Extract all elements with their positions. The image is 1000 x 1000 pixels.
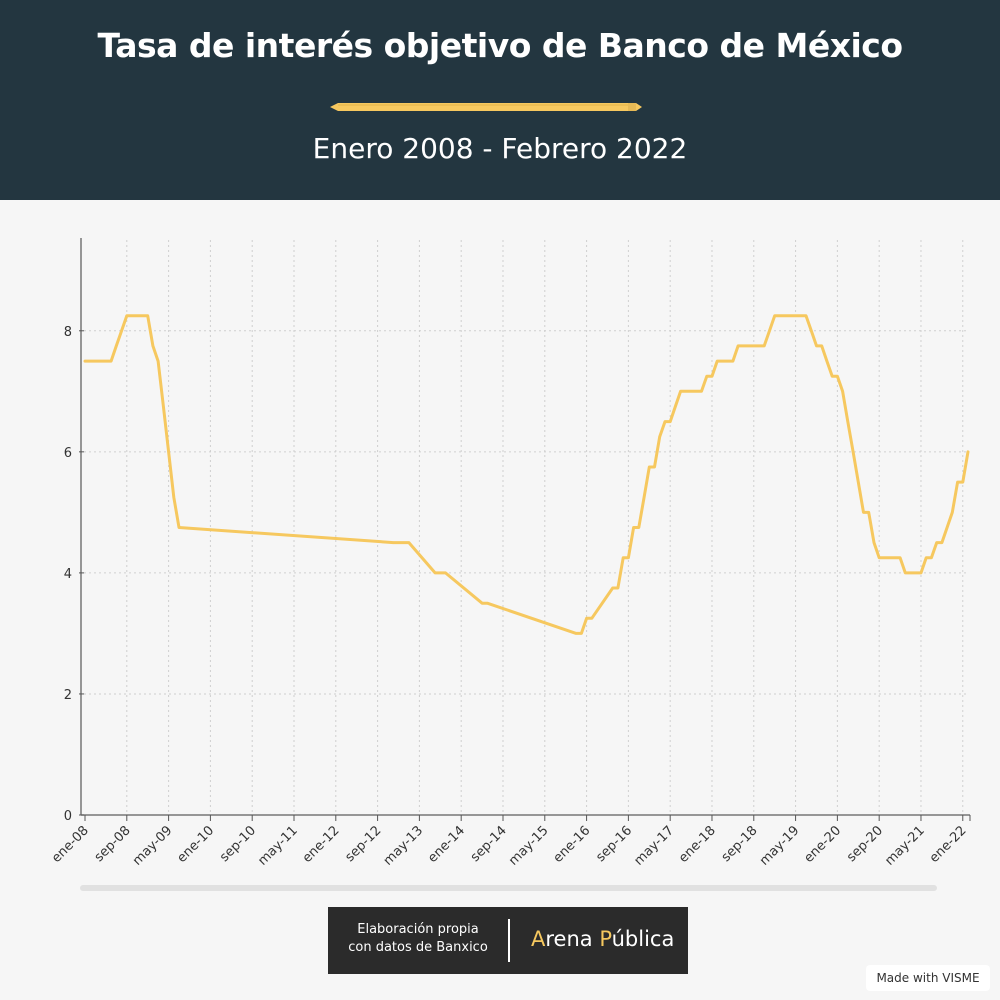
- brand-letter-a: A: [531, 927, 546, 951]
- brand-text-1: rena: [545, 927, 600, 951]
- brand-logo: Arena Pública: [531, 927, 674, 951]
- x-tick-label: ene-18: [676, 823, 719, 866]
- series-line: [83, 314, 970, 635]
- chart-scrollbar[interactable]: [80, 885, 937, 891]
- credit-text: Elaboración propia con datos de Banxico: [328, 921, 508, 957]
- grid-lines: [84, 240, 968, 815]
- x-tick-label: may-15: [506, 823, 551, 868]
- series-group: [83, 314, 970, 635]
- page-subtitle: Enero 2008 - Febrero 2022: [312, 132, 688, 165]
- x-tick-label: ene-08: [49, 823, 92, 866]
- x-tick-label: ene-14: [425, 823, 468, 866]
- credit-line-2: con datos de Banxico: [348, 940, 488, 955]
- x-tick-label: may-09: [130, 823, 175, 868]
- visme-badge[interactable]: Made with VISME: [866, 965, 990, 991]
- page-title: Tasa de interés objetivo de Banco de Méx…: [97, 26, 903, 65]
- credit-separator: [508, 919, 510, 962]
- y-tick-label: 0: [64, 809, 72, 824]
- x-tick-label: sep-18: [719, 823, 761, 865]
- x-tick-label: ene-12: [300, 823, 343, 866]
- header: Tasa de interés objetivo de Banco de Méx…: [0, 0, 1000, 200]
- x-tick-label: may-21: [882, 823, 927, 868]
- x-tick-label: sep-08: [92, 823, 134, 865]
- x-tick-label: ene-22: [927, 823, 970, 866]
- axes: [80, 238, 971, 821]
- x-tick-label: ene-20: [801, 823, 844, 866]
- x-tick-label: may-13: [381, 823, 426, 868]
- x-tick-label: ene-16: [551, 823, 594, 866]
- x-tick-label: sep-14: [468, 823, 510, 865]
- x-tick-label: sep-12: [343, 823, 385, 865]
- y-tick-label: 8: [64, 325, 72, 340]
- y-tick-label: 6: [64, 446, 72, 461]
- x-tick-label: may-17: [632, 823, 677, 868]
- y-axis-ticks: 0 2 4 6 8: [64, 325, 84, 824]
- brand-text-2: ública: [611, 927, 675, 951]
- x-tick-label: sep-20: [844, 823, 886, 865]
- brand-letter-p: P: [599, 927, 612, 951]
- credit-box: Elaboración propia con datos de Banxico …: [328, 907, 688, 974]
- x-tick-label: may-11: [255, 823, 300, 868]
- x-tick-label: sep-10: [217, 823, 259, 865]
- x-tick-label: sep-16: [593, 823, 635, 865]
- x-tick-label: ene-10: [174, 823, 217, 866]
- y-tick-label: 4: [64, 567, 72, 582]
- pencil-divider-icon: [330, 103, 642, 111]
- x-tick-label: may-19: [757, 823, 802, 868]
- credit-line-1: Elaboración propia: [357, 922, 479, 937]
- y-tick-label: 2: [64, 688, 72, 703]
